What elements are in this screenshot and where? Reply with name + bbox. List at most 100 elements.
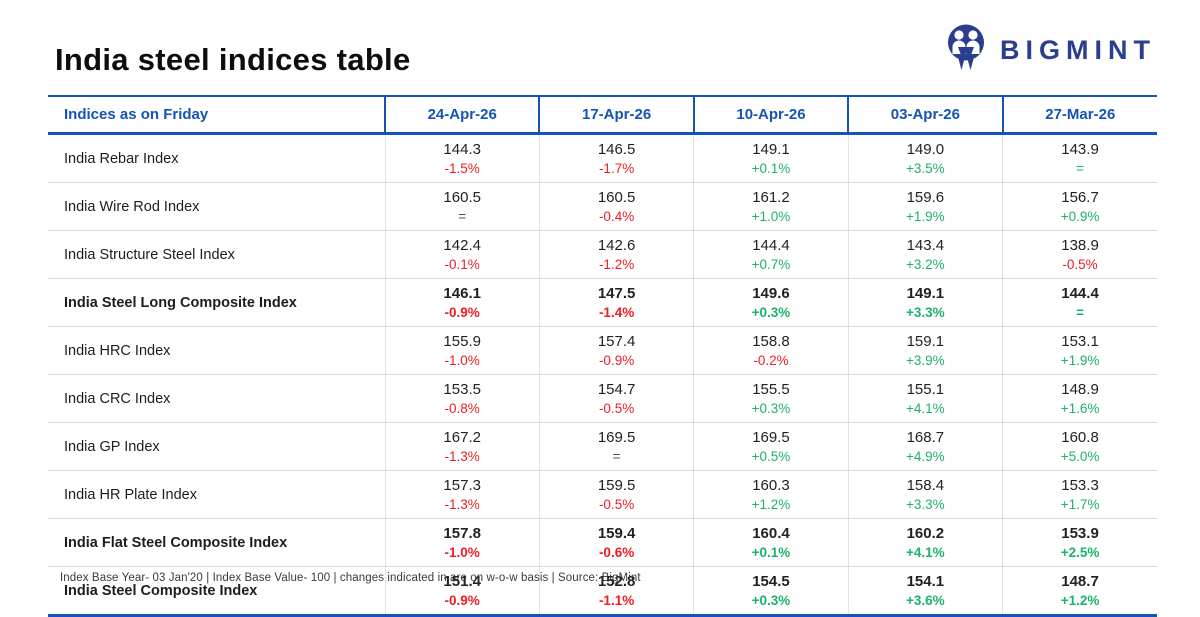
index-value: 154.7 bbox=[597, 381, 636, 398]
index-value-cell: 159.1 +3.9% bbox=[847, 326, 1003, 375]
index-value: 158.8 bbox=[752, 333, 790, 350]
index-value: 160.2 bbox=[906, 525, 945, 542]
index-change: -0.5% bbox=[1062, 257, 1098, 272]
index-change: -1.5% bbox=[444, 161, 480, 176]
index-value-cell: 149.0 +3.5% bbox=[847, 133, 1003, 183]
brand-logo: BIGMINT bbox=[943, 22, 1156, 79]
index-value-cell: 143.4 +3.2% bbox=[847, 230, 1003, 279]
index-value-cell: 159.5 -0.5% bbox=[538, 470, 694, 519]
index-value: 154.5 bbox=[752, 573, 790, 590]
index-value-cell: 138.9 -0.5% bbox=[1002, 230, 1157, 279]
index-value-cell: 154.1 +3.6% bbox=[847, 566, 1003, 617]
index-change: = bbox=[458, 209, 467, 224]
index-value-cell: 167.2 -1.3% bbox=[384, 422, 540, 471]
index-change: +5.0% bbox=[1060, 449, 1100, 464]
table-row: India GP Index 167.2 -1.3% 169.5 = 169.5 +0.5%… bbox=[48, 422, 1157, 471]
table-row: India Wire Rod Index 160.5 = 160.5 -0.4% 161.… bbox=[48, 182, 1157, 231]
index-change: +0.1% bbox=[751, 545, 791, 560]
index-value: 144.3 bbox=[443, 141, 481, 158]
index-name: India Structure Steel Index bbox=[48, 230, 385, 279]
index-value-cell: 149.6 +0.3% bbox=[693, 278, 849, 327]
index-change: -0.8% bbox=[444, 401, 480, 416]
index-change: +0.3% bbox=[751, 401, 791, 416]
index-value: 148.7 bbox=[1061, 573, 1099, 590]
index-change: -1.7% bbox=[598, 161, 635, 176]
index-change: = bbox=[612, 449, 621, 464]
index-value: 146.1 bbox=[443, 285, 481, 302]
index-value: 157.4 bbox=[597, 333, 636, 350]
table-row: India HR Plate Index 157.3 -1.3% 159.5 -0.5%… bbox=[48, 470, 1157, 519]
index-value: 153.9 bbox=[1061, 525, 1099, 542]
index-name: India Flat Steel Composite Index bbox=[48, 518, 385, 567]
header-date: 03-Apr-26 bbox=[847, 95, 1003, 135]
index-value: 160.8 bbox=[1061, 429, 1099, 446]
index-change: -0.1% bbox=[444, 257, 480, 272]
index-value: 160.5 bbox=[443, 189, 481, 206]
index-change: +1.7% bbox=[1060, 497, 1100, 512]
index-value: 157.8 bbox=[443, 525, 481, 542]
index-value-cell: 148.7 +1.2% bbox=[1002, 566, 1157, 617]
index-value: 169.5 bbox=[597, 429, 636, 446]
index-value-cell: 149.1 +3.3% bbox=[847, 278, 1003, 327]
index-value-cell: 161.2 +1.0% bbox=[693, 182, 849, 231]
index-value: 144.4 bbox=[1061, 285, 1099, 302]
header-date: 17-Apr-26 bbox=[538, 95, 694, 135]
index-name: India CRC Index bbox=[48, 374, 385, 423]
index-change: -1.4% bbox=[598, 305, 635, 320]
index-value-cell: 153.3 +1.7% bbox=[1002, 470, 1157, 519]
index-value: 155.9 bbox=[443, 333, 481, 350]
table-row: India CRC Index 153.5 -0.8% 154.7 -0.5% 155.5… bbox=[48, 374, 1157, 423]
index-change: -1.3% bbox=[444, 497, 480, 512]
index-value-cell: 153.9 +2.5% bbox=[1002, 518, 1157, 567]
index-change: -0.9% bbox=[598, 353, 635, 368]
index-value: 158.4 bbox=[906, 477, 945, 494]
index-change: +0.5% bbox=[751, 449, 791, 464]
header-date: 24-Apr-26 bbox=[383, 95, 540, 135]
index-change: +4.9% bbox=[906, 449, 945, 464]
index-change: +0.3% bbox=[751, 305, 791, 320]
index-value: 159.4 bbox=[597, 525, 636, 542]
index-value: 151.4 bbox=[443, 573, 481, 590]
index-value-cell: 153.1 +1.9% bbox=[1002, 326, 1157, 375]
index-change: +3.5% bbox=[906, 161, 945, 176]
index-value-cell: 160.5 = bbox=[384, 182, 540, 231]
index-change: -0.9% bbox=[444, 305, 480, 320]
index-value-cell: 158.8 -0.2% bbox=[693, 326, 849, 375]
index-value-cell: 160.2 +4.1% bbox=[847, 518, 1003, 567]
index-value: 142.6 bbox=[597, 237, 636, 254]
index-name: India Steel Long Composite Index bbox=[48, 278, 385, 327]
index-value: 160.3 bbox=[752, 477, 790, 494]
index-change: +2.5% bbox=[1060, 545, 1100, 560]
index-change: = bbox=[1076, 305, 1084, 320]
index-value: 160.4 bbox=[752, 525, 790, 542]
index-value: 149.0 bbox=[906, 141, 945, 158]
index-change: -1.0% bbox=[444, 545, 480, 560]
index-change: -1.2% bbox=[598, 257, 635, 272]
table-row: India HRC Index 155.9 -1.0% 157.4 -0.9% 158.8… bbox=[48, 326, 1157, 375]
index-change: +1.0% bbox=[751, 209, 791, 224]
index-change: +0.1% bbox=[751, 161, 791, 176]
index-name: India Rebar Index bbox=[48, 133, 385, 183]
brand-wordmark: BIGMINT bbox=[1000, 35, 1156, 65]
index-value: 154.1 bbox=[906, 573, 945, 590]
index-value: 160.5 bbox=[597, 189, 636, 206]
report-page: India steel indices table BIGMINT bbox=[48, 22, 1157, 617]
index-change: = bbox=[1076, 161, 1084, 176]
index-change: +0.7% bbox=[751, 257, 791, 272]
index-value-cell: 144.4 = bbox=[1002, 278, 1157, 327]
index-change: +1.6% bbox=[1060, 401, 1100, 416]
index-value: 156.7 bbox=[1061, 189, 1099, 206]
index-change: +1.9% bbox=[906, 209, 945, 224]
index-value-cell: 160.4 +0.1% bbox=[693, 518, 849, 567]
table-row: India Steel Long Composite Index 146.1 -0.… bbox=[48, 278, 1157, 327]
index-value-cell: 157.8 -1.0% bbox=[384, 518, 540, 567]
index-value: 153.3 bbox=[1061, 477, 1099, 494]
index-value: 143.4 bbox=[906, 237, 945, 254]
index-change: +4.1% bbox=[906, 401, 945, 416]
index-value: 148.9 bbox=[1061, 381, 1099, 398]
index-value-cell: 144.3 -1.5% bbox=[384, 133, 540, 183]
index-value-cell: 158.4 +3.3% bbox=[847, 470, 1003, 519]
index-value: 153.5 bbox=[443, 381, 481, 398]
index-value: 155.1 bbox=[906, 381, 945, 398]
index-value: 144.4 bbox=[752, 237, 790, 254]
